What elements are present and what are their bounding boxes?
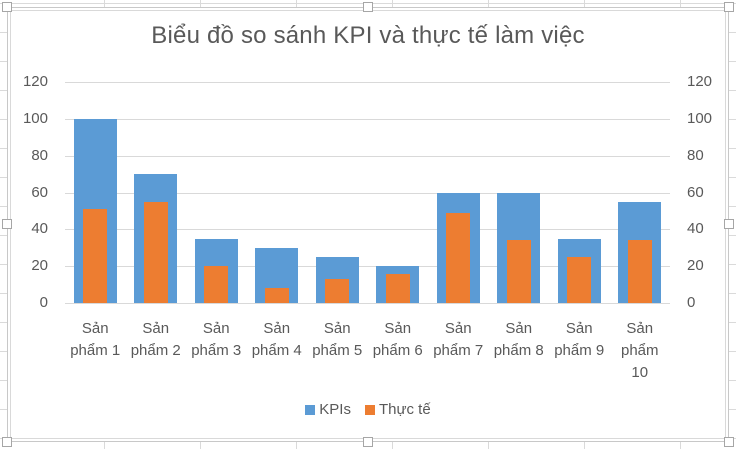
- actual-bar[interactable]: [143, 201, 168, 303]
- actual-bar[interactable]: [567, 256, 592, 303]
- actual-bar[interactable]: [627, 240, 652, 303]
- y2-tick-label: 60: [687, 183, 704, 201]
- gridline: [65, 118, 670, 120]
- x-label-line: Sản: [263, 320, 291, 337]
- x-label-line: phẩm 4: [251, 342, 302, 359]
- legend-item-kpis[interactable]: KPIs: [305, 401, 351, 418]
- gridline: [65, 192, 670, 194]
- x-category-label: Sản phẩm 1: [65, 318, 125, 362]
- resize-handle-bottom-center[interactable]: [363, 437, 373, 447]
- gridline: [65, 82, 670, 83]
- x-label-line: phẩm 3: [191, 342, 242, 359]
- x-label-line: phẩm 9: [554, 342, 605, 359]
- x-label-line: phẩm 1: [70, 342, 121, 359]
- bar-group-1[interactable]: [73, 82, 117, 303]
- x-category-label: Sản phẩm 2: [126, 318, 186, 362]
- x-category-label: Sản phẩm 8: [489, 318, 549, 362]
- x-label-line: 10: [631, 364, 649, 381]
- y2-tick-label: 100: [687, 109, 713, 127]
- bar-group-3[interactable]: [194, 82, 238, 303]
- x-label-line: phẩm 2: [130, 342, 181, 359]
- actual-bar[interactable]: [446, 212, 471, 303]
- x-label-line: phẩm 5: [312, 342, 363, 359]
- resize-handle-middle-right[interactable]: [724, 219, 734, 229]
- y2-tick-label: 120: [687, 73, 713, 90]
- x-label-line: Sản: [202, 320, 230, 337]
- x-category-label: Sản phẩm 9: [549, 318, 609, 362]
- x-label-line: Sản: [323, 320, 351, 337]
- resize-handle-top-left[interactable]: [2, 2, 12, 12]
- x-label-line: Sản: [142, 320, 170, 337]
- x-label-line: Sản: [505, 320, 533, 337]
- y2-tick-label: 80: [687, 146, 704, 164]
- bar-group-4[interactable]: [255, 82, 299, 303]
- legend-swatch-icon: [364, 404, 375, 415]
- y-tick-label: 120: [22, 73, 48, 90]
- x-category-label: Sản phẩm 5: [307, 318, 367, 362]
- bar-group-10[interactable]: [618, 82, 662, 303]
- x-label-line: Sản: [81, 320, 109, 337]
- gridline: [65, 229, 670, 231]
- actual-bar[interactable]: [385, 273, 410, 303]
- x-label-line: phẩm 8: [493, 342, 544, 359]
- actual-bar[interactable]: [506, 240, 531, 303]
- plot-area[interactable]: [65, 82, 670, 304]
- gridline: [65, 155, 670, 157]
- x-category-label: Sản phẩm 3: [186, 318, 246, 362]
- y-tick-label: 20: [31, 257, 48, 275]
- x-category-label: Sản phẩm 10: [610, 318, 670, 384]
- y2-tick-label: 0: [687, 294, 696, 311]
- x-label-line: Sản: [384, 320, 412, 337]
- resize-handle-top-center[interactable]: [363, 2, 373, 12]
- x-label-line: phẩm 6: [372, 342, 423, 359]
- x-label-line: phẩm 7: [433, 342, 484, 359]
- x-category-label: Sản phẩm 7: [428, 318, 488, 362]
- x-label-line: Sản: [565, 320, 593, 337]
- actual-bar[interactable]: [264, 288, 289, 303]
- y-tick-label: 60: [31, 183, 48, 201]
- chart-title[interactable]: Biểu đồ so sánh KPI và thực tế làm việc: [151, 22, 585, 49]
- y-tick-label: 80: [31, 146, 48, 164]
- y-tick-label: 0: [39, 294, 48, 311]
- x-label-line: Sản: [626, 320, 654, 337]
- resize-handle-top-right[interactable]: [724, 2, 734, 12]
- legend-label: Thực tế: [378, 401, 431, 418]
- legend-label: KPIs: [319, 401, 351, 418]
- resize-handle-bottom-right[interactable]: [724, 437, 734, 447]
- bar-group-7[interactable]: [436, 82, 480, 303]
- legend-item-thuc-te[interactable]: Thực tế: [364, 401, 431, 418]
- bar-group-6[interactable]: [376, 82, 420, 303]
- chart-legend[interactable]: KPIs Thực tế: [0, 401, 736, 418]
- gridline: [65, 266, 670, 268]
- bar-group-2[interactable]: [134, 82, 178, 303]
- bar-group-5[interactable]: [315, 82, 359, 303]
- x-category-label: Sản phẩm 6: [368, 318, 428, 362]
- actual-bar[interactable]: [325, 279, 350, 303]
- y2-tick-label: 20: [687, 257, 704, 275]
- x-label-line: Sản: [444, 320, 472, 337]
- actual-bar[interactable]: [204, 266, 229, 303]
- x-category-label: Sản phẩm 4: [247, 318, 307, 362]
- bar-group-8[interactable]: [497, 82, 541, 303]
- resize-handle-middle-left[interactable]: [2, 219, 12, 229]
- x-label-line: phẩm: [620, 342, 659, 359]
- actual-bar[interactable]: [83, 209, 108, 303]
- gridline: [65, 303, 670, 304]
- y-tick-label: 40: [31, 220, 48, 238]
- bar-group-9[interactable]: [557, 82, 601, 303]
- y2-tick-label: 40: [687, 220, 704, 238]
- resize-handle-bottom-left[interactable]: [2, 437, 12, 447]
- y-tick-label: 100: [22, 109, 48, 127]
- legend-swatch-icon: [305, 404, 316, 415]
